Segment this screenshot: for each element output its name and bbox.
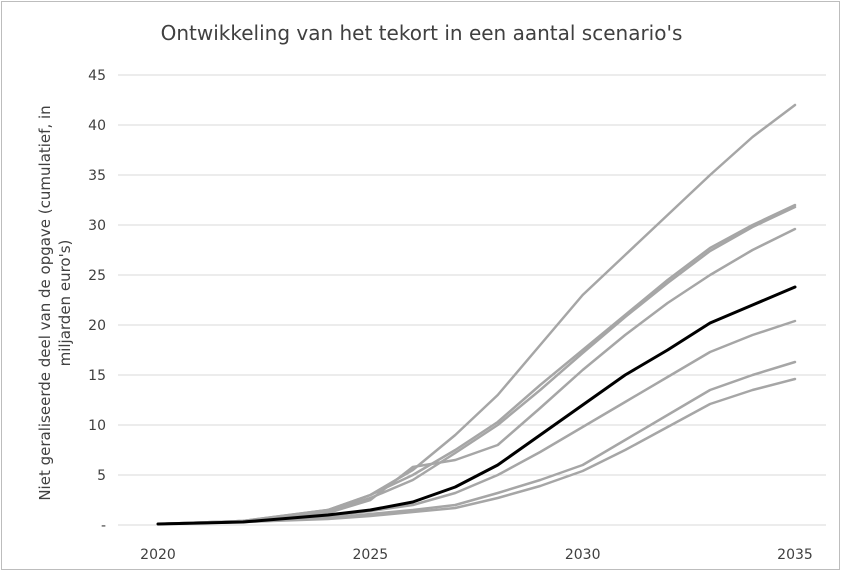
series-line [156, 227, 797, 526]
y-tick-label: 5 [97, 468, 106, 484]
y-tick-label: 20 [88, 318, 106, 334]
x-tick-label: 2025 [353, 547, 389, 563]
series-line-highlight [156, 285, 797, 526]
gridlines [118, 74, 826, 526]
y-tick-label: 30 [88, 218, 106, 234]
series-line [156, 205, 797, 526]
y-tick-label: 15 [88, 368, 106, 384]
series-line [156, 203, 797, 526]
series-line [156, 360, 797, 526]
series-lines [156, 103, 797, 526]
series-line [156, 319, 797, 526]
y-tick-label: - [101, 518, 106, 534]
y-tick-label: 35 [88, 168, 106, 184]
x-tick-label: 2020 [140, 547, 176, 563]
y-tick-label: 10 [88, 418, 106, 434]
x-tick-labels: 2020 2025 2030 2035 [140, 547, 813, 563]
y-tick-label: 40 [88, 118, 106, 134]
x-tick-label: 2030 [565, 547, 601, 563]
chart-title: Ontwikkeling van het tekort in een aanta… [160, 21, 683, 45]
y-tick-label: 25 [88, 268, 106, 284]
series-line [156, 377, 797, 526]
x-tick-label: 2035 [777, 547, 813, 563]
series-line [156, 103, 797, 526]
y-tick-labels: - 5 10 15 20 25 30 35 40 45 [88, 68, 106, 534]
y-tick-label: 45 [88, 68, 106, 84]
